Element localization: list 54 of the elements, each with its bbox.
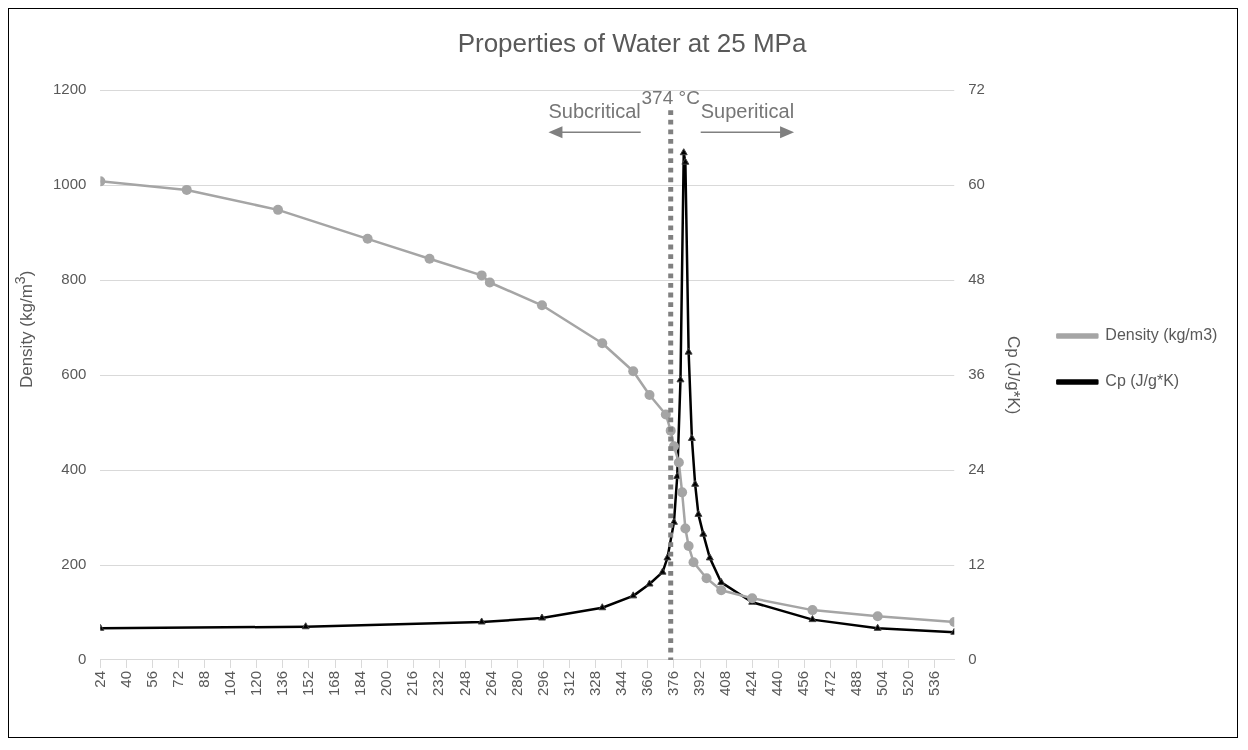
y2-tick-label: 36: [968, 365, 985, 383]
x-tick-label: 56: [142, 670, 160, 688]
x-tick-label: 488: [846, 670, 864, 696]
ref-line-label: 374 °C: [641, 86, 700, 108]
x-tick-label: 168: [325, 670, 343, 696]
y-tick-label: 600: [61, 365, 87, 383]
x-tick-label: 120: [246, 670, 264, 696]
x-tick-label: 184: [351, 670, 369, 696]
x-tick-label: 312: [559, 670, 577, 696]
x-tick-label: 248: [455, 670, 473, 696]
y2-axis-title: Cp (J/g*K): [1004, 335, 1024, 415]
x-tick-label: 232: [429, 670, 447, 696]
y2-tick-label: 0: [968, 650, 977, 668]
x-tick-label: 424: [742, 670, 760, 696]
y2-tick-label: 24: [968, 460, 985, 478]
chart-title: Properties of Water at 25 MPa: [457, 27, 807, 58]
y2-tick-label: 48: [968, 270, 985, 288]
x-tick-label: 504: [872, 670, 890, 696]
x-tick-label: 216: [403, 670, 421, 696]
x-tick-label: 376: [664, 670, 682, 696]
x-tick-label: 520: [898, 670, 916, 696]
x-tick-label: 40: [116, 670, 134, 688]
y-tick-label: 1200: [52, 80, 87, 98]
legend-label: Density (kg/m3): [1105, 326, 1218, 344]
x-tick-label: 440: [768, 670, 786, 696]
annotation: Subcritical: [548, 100, 641, 123]
x-tick-label: 72: [168, 670, 186, 688]
x-tick-label: 456: [794, 670, 812, 696]
annotation: Superitical: [700, 100, 795, 123]
x-tick-label: 88: [194, 670, 212, 688]
x-tick-label: 296: [533, 670, 551, 696]
x-tick-label: 200: [377, 670, 395, 696]
y-tick-label: 200: [61, 555, 87, 573]
x-tick-label: 392: [690, 670, 708, 696]
x-tick-label: 104: [220, 670, 238, 696]
y-tick-label: 400: [61, 460, 87, 478]
x-tick-label: 328: [585, 670, 603, 696]
x-tick-label: 360: [638, 670, 656, 696]
x-tick-label: 24: [90, 670, 108, 688]
x-tick-label: 536: [924, 670, 942, 696]
x-tick-label: 136: [273, 670, 291, 696]
y-tick-label: 800: [61, 270, 87, 288]
legend-label: Cp (J/g*K): [1105, 372, 1180, 390]
y-tick-label: 1000: [52, 175, 87, 193]
x-tick-label: 152: [299, 670, 317, 696]
x-tick-label: 408: [716, 670, 734, 696]
x-tick-label: 280: [507, 670, 525, 696]
x-tick-label: 344: [611, 670, 629, 696]
y2-tick-label: 12: [968, 555, 985, 573]
y2-tick-label: 60: [968, 175, 985, 193]
x-tick-label: 264: [481, 670, 499, 696]
x-tick-label: 472: [820, 670, 838, 696]
y2-tick-label: 72: [968, 80, 985, 98]
y-tick-label: 0: [78, 650, 87, 668]
